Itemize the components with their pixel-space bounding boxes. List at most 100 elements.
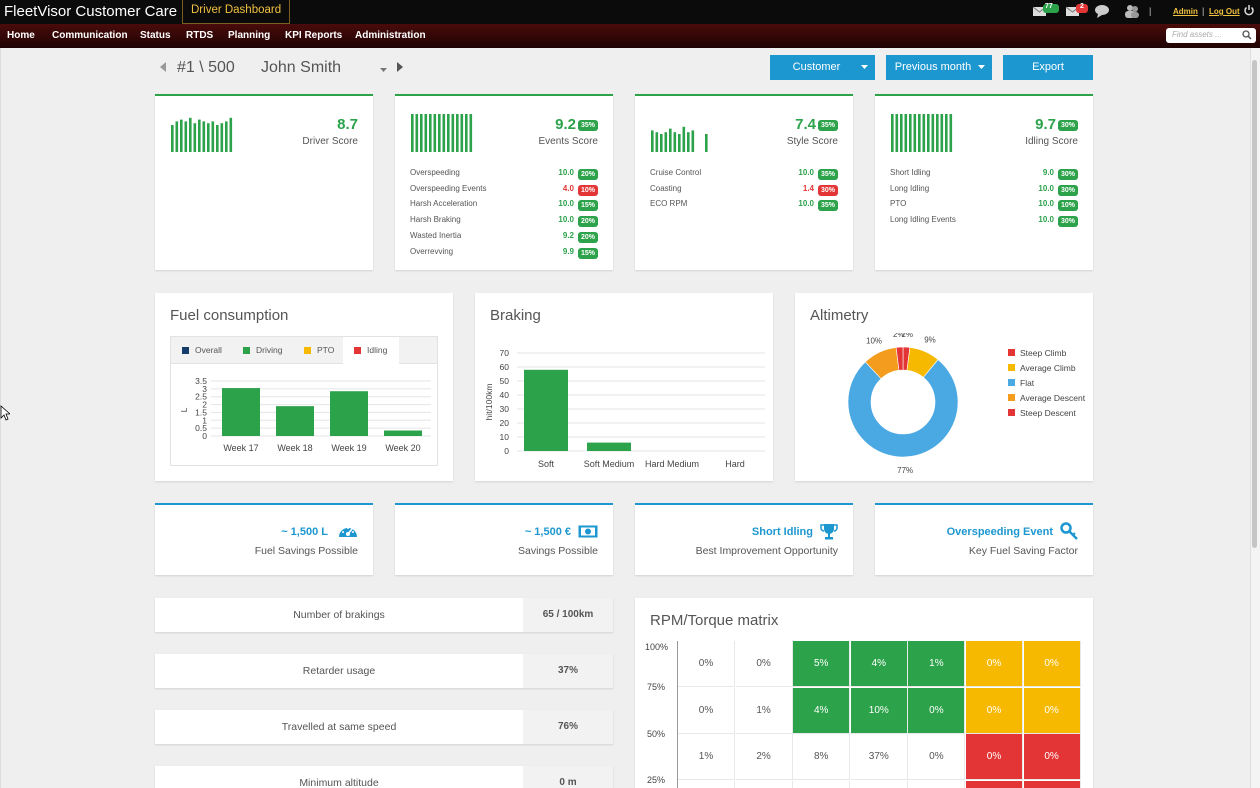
fuel-bar[interactable] [222,388,260,436]
fuel-bar[interactable] [384,430,422,437]
export-button[interactable]: Export [1003,55,1093,80]
matrix-cell[interactable]: 5% [793,641,851,687]
nav-administration[interactable]: Administration [355,30,426,41]
tab-overall[interactable]: Overall [195,345,222,355]
idling-score-card: 9.7 30% Idling Score Short Idling 9.0 30% L… [875,94,1093,270]
stat-value: 76% [523,710,613,744]
legend-label: Average Descent [1020,393,1086,403]
prev-driver-arrow[interactable] [159,61,167,76]
breakdown-value: 1.4 [802,183,814,193]
matrix-cell[interactable] [908,780,966,788]
matrix-cell[interactable] [678,780,735,788]
spark-bar [651,130,654,152]
money-savings-value: ~ 1,500 € [524,526,571,538]
style-weight-badge: 35% [817,120,838,131]
asset-search-input[interactable]: Find assets ... [1166,28,1256,43]
spark-bar [669,128,672,152]
spark-bar [411,114,414,152]
stat-label: Travelled at same speed [281,721,397,733]
driving-swatch [243,347,250,354]
driver-name[interactable]: John Smith [261,59,342,76]
spark-bar [936,114,939,152]
y-tick-label: 70 [500,348,510,358]
matrix-cell[interactable]: 0% [1023,687,1081,734]
matrix-cell[interactable]: 2% [735,734,793,780]
legend-swatch [1008,379,1015,386]
matrix-cell[interactable] [966,780,1023,788]
matrix-cell[interactable]: 0% [735,641,793,687]
power-icon[interactable] [1243,4,1255,19]
idling-weight-badge: 30% [1057,120,1078,131]
x-tick-label: Soft [538,459,555,469]
score-sparkline [411,114,473,152]
driver-rank: #1 \ 500 [177,59,235,76]
stat-label: Number of brakings [293,609,385,621]
nav-rtds[interactable]: RTDS [186,30,214,41]
matrix-cell[interactable] [793,780,851,788]
matrix-cell[interactable] [851,780,908,788]
nav-kpi-reports[interactable]: KPI Reports [285,30,343,41]
spark-bar [678,134,681,152]
matrix-cell[interactable]: 0% [678,641,735,687]
nav-communication[interactable]: Communication [52,30,128,41]
logout-link[interactable]: Log Out [1209,7,1240,16]
breakdown-weight-badge: 30% [817,184,838,196]
mail-icon[interactable]: 77 [1032,3,1059,17]
scrollbar-thumb[interactable] [1252,60,1257,548]
y-tick-label: 30 [500,404,510,414]
nav-status[interactable]: Status [140,30,171,41]
spark-bar [207,123,210,152]
matrix-cell[interactable]: 8% [793,734,851,780]
fuel-savings-label: Fuel Savings Possible [254,545,358,557]
brakings-stat-row: Number of brakings 65 / 100km [155,598,613,632]
matrix-cell[interactable]: 10% [850,687,908,734]
matrix-cell[interactable]: 0% [1023,734,1081,780]
matrix-cell[interactable]: 1% [678,734,735,780]
tab-pto[interactable]: PTO [317,345,335,355]
x-tick-label: Week 20 [385,443,420,453]
breakdown-row: Overspeeding Events 4.0 10% [395,182,613,196]
matrix-cell[interactable]: 0% [908,687,966,734]
period-dropdown[interactable]: Previous month [886,55,992,80]
braking-bar[interactable] [587,442,631,451]
spark-bar [438,114,441,152]
matrix-cell[interactable]: 1% [735,687,793,734]
matrix-cell[interactable] [736,780,793,788]
legend-swatch [1008,364,1015,371]
customer-dropdown[interactable]: Customer [770,55,875,80]
donut-slice[interactable] [895,346,904,371]
alert-mail-icon[interactable]: 2 [1065,3,1088,17]
matrix-cell[interactable]: 0% [678,687,735,734]
tab-driving[interactable]: Driving [256,345,283,355]
donut-slice[interactable] [847,359,959,458]
tab-idling[interactable]: Idling [367,345,388,355]
dashboard-tab[interactable]: Driver Dashboard [182,0,291,24]
spark-bar [682,126,686,152]
fuel-bar[interactable] [276,406,314,436]
braking-bar[interactable] [524,369,568,451]
matrix-cell[interactable]: 1% [908,641,966,687]
spark-bar [945,114,948,152]
chat-icon[interactable] [1094,4,1110,18]
matrix-cell[interactable]: 37% [850,734,908,780]
spark-bar [918,114,921,152]
x-tick-label: Week 19 [331,443,366,453]
braking-title: Braking [490,307,541,324]
driver-dropdown-caret[interactable] [380,64,387,76]
matrix-cell[interactable]: 4% [793,687,851,734]
matrix-cell[interactable]: 0% [1023,641,1081,687]
spark-bar [202,121,206,152]
breakdown-value: 9.9 [562,246,574,256]
matrix-cell[interactable]: 4% [850,641,908,687]
users-icon[interactable] [1124,4,1140,18]
nav-home[interactable]: Home [7,30,35,41]
matrix-cell[interactable] [1023,780,1081,788]
matrix-cell[interactable]: 0% [908,734,966,780]
nav-planning[interactable]: Planning [228,30,271,41]
next-driver-arrow[interactable] [396,61,404,76]
matrix-cell[interactable]: 0% [966,734,1023,780]
fuel-bar[interactable] [330,391,368,436]
admin-link[interactable]: Admin [1173,7,1198,16]
matrix-cell[interactable]: 0% [966,687,1023,734]
matrix-cell[interactable]: 0% [966,641,1023,687]
